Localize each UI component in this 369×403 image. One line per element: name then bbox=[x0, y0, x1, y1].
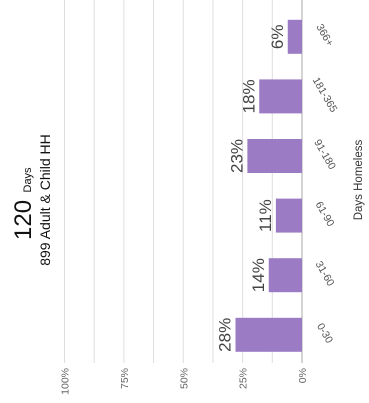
data-label: 14% bbox=[249, 258, 268, 292]
bar-61-90 bbox=[275, 198, 302, 233]
data-label: 6% bbox=[268, 25, 287, 50]
data-label: 23% bbox=[227, 139, 246, 173]
category-label: 0-30 bbox=[314, 321, 335, 345]
bar-31-60 bbox=[268, 258, 302, 293]
chart-subtitle: 899 Adult & Child HH bbox=[37, 134, 53, 266]
days-unit: Days bbox=[22, 167, 34, 193]
tick-label: 50% bbox=[178, 368, 190, 389]
data-label: 28% bbox=[216, 318, 235, 352]
tick-label: 25% bbox=[238, 368, 250, 389]
bar-366+ bbox=[287, 19, 302, 54]
axis-title: Days Homeless bbox=[353, 139, 365, 220]
chart-title: 120 Days bbox=[10, 167, 37, 240]
bar-91-180 bbox=[247, 139, 302, 173]
category-label: 31-60 bbox=[313, 259, 337, 288]
tick-label: 75% bbox=[119, 368, 131, 389]
days-value: 120 bbox=[10, 200, 37, 240]
category-label: 91-180 bbox=[311, 137, 338, 171]
grid-layer bbox=[64, 0, 303, 363]
data-label: 18% bbox=[239, 79, 258, 113]
bar-layer bbox=[235, 19, 302, 352]
category-label: 366+ bbox=[313, 22, 335, 48]
tick-label: 0% bbox=[297, 368, 309, 383]
bar-181-365 bbox=[259, 79, 302, 114]
bar-0-30 bbox=[235, 317, 302, 352]
category-label: 181-365 bbox=[310, 75, 340, 115]
data-label: 11% bbox=[256, 199, 275, 232]
category-label: 61-90 bbox=[313, 199, 337, 228]
tick-label: 100% bbox=[60, 368, 72, 395]
